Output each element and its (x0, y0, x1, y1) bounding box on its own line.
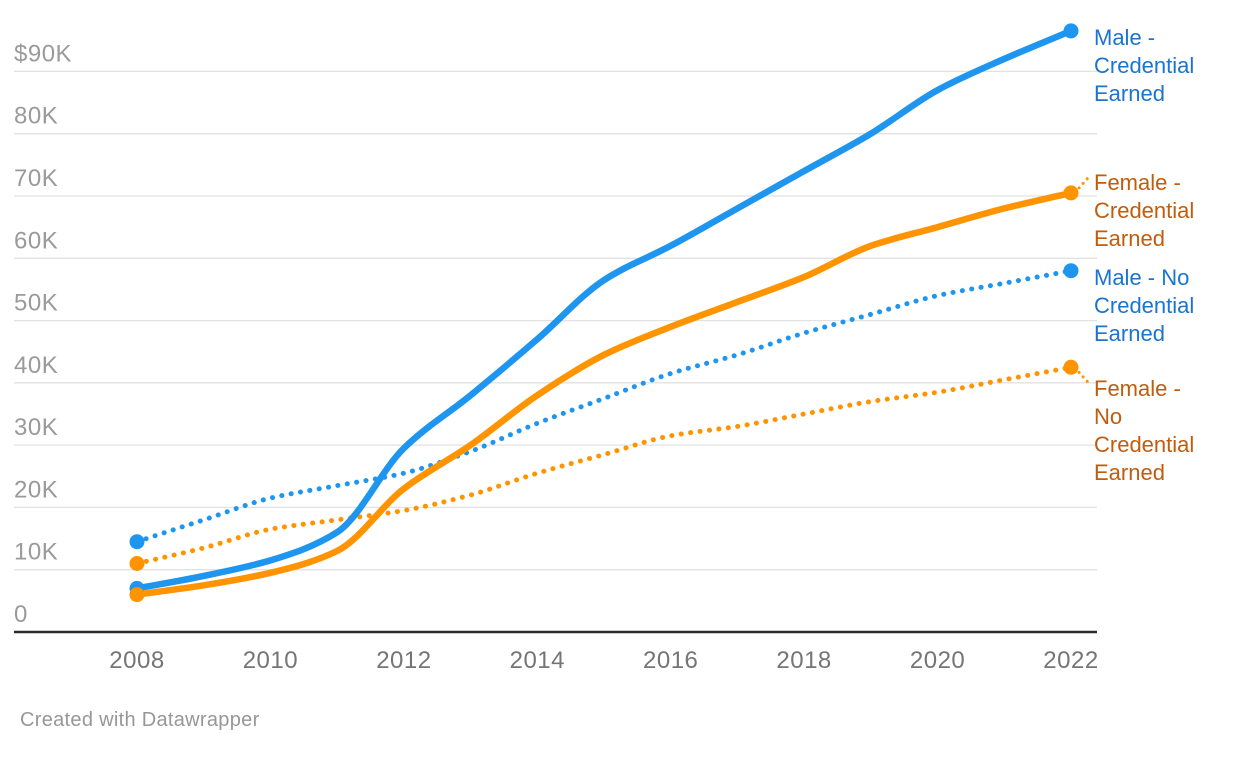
series-label-female-no-credential-earned: Female -No Credential Earned (1094, 376, 1194, 485)
datawrapper-credit: Created with Datawrapper (20, 709, 260, 731)
y-tick-label: 80K (14, 103, 58, 130)
y-tick-label: 20K (14, 476, 58, 503)
x-tick-label: 2012 (376, 647, 431, 674)
y-tick-label: 60K (14, 227, 58, 254)
x-tick-label: 2018 (776, 647, 831, 674)
y-tick-label: 50K (14, 290, 58, 317)
x-tick-label: 2010 (243, 647, 298, 674)
endpoint-dot (129, 556, 145, 571)
y-tick-label: 70K (14, 165, 58, 192)
series-label-male-credential-earned: Male -Credential Earned (1094, 25, 1194, 106)
series-line-female-credential-earned (133, 189, 1075, 598)
series-line-male-no-credential-earned (134, 268, 1074, 545)
series-label-female-credential-earned: Female -Credential Earned (1094, 170, 1194, 251)
endpoint-dot (1063, 23, 1079, 39)
endpoint-dot (1063, 185, 1079, 201)
endpoint-dot (1063, 263, 1079, 279)
x-tick-label: 2016 (643, 647, 698, 674)
y-tick-label: $90K (14, 40, 72, 67)
y-tick-label: 30K (14, 414, 58, 441)
x-tick-label: 2020 (910, 647, 965, 674)
label-leader-line (1077, 176, 1090, 190)
x-tick-label: 2008 (109, 647, 164, 674)
series-line-male-credential-earned (133, 27, 1075, 592)
label-leader-line (1077, 370, 1090, 384)
endpoint-dot (129, 534, 145, 550)
endpoint-dot (1063, 359, 1079, 375)
y-tick-label: 10K (14, 539, 58, 566)
y-tick-label: 0 (14, 601, 28, 628)
y-tick-label: 40K (14, 352, 58, 379)
x-tick-label: 2022 (1043, 647, 1098, 674)
series-label-male-no-credential-earned: Male - No Credential Earned (1094, 265, 1194, 346)
x-tick-label: 2014 (510, 647, 565, 674)
series-line-female-no-credential-earned (134, 364, 1074, 566)
endpoint-dot (129, 587, 145, 603)
